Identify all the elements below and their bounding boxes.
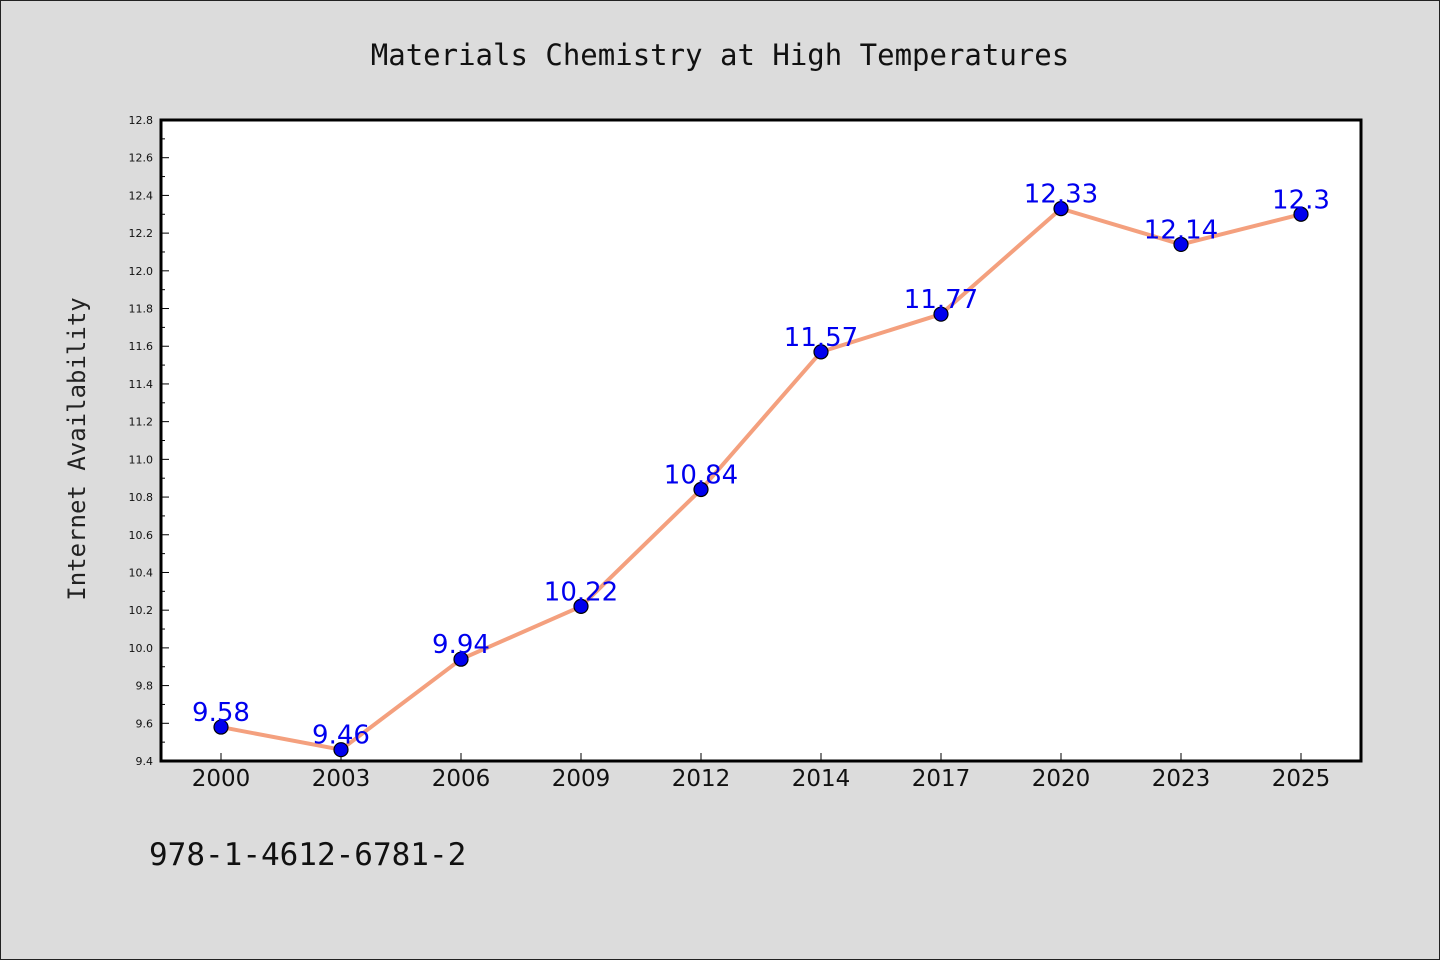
data-point	[1053, 201, 1069, 217]
plot-area	[159, 118, 1363, 763]
y-tick-label: 9.6	[136, 717, 154, 730]
y-tick-label: 12.6	[129, 152, 154, 165]
y-tick-label: 9.4	[136, 755, 154, 768]
x-tick-label: 2023	[1152, 766, 1211, 792]
data-labels: 9.58 9.46 9.94 10.22 10.84 11.57 11.77 12.33 12.…	[192, 180, 1330, 751]
series-markers	[213, 201, 1309, 758]
data-point	[1173, 236, 1189, 253]
x-tick-label: 2025	[1272, 766, 1331, 792]
chart-title: Materials Chemistry at High Temperatures	[371, 38, 1069, 72]
series-line	[220, 206, 1302, 752]
x-tick-label: 2009	[552, 766, 611, 792]
data-point	[573, 598, 589, 615]
data-point	[333, 742, 349, 758]
data-point	[1293, 206, 1309, 222]
y-tick-label: 11.0	[129, 453, 154, 466]
data-label: 11.77	[904, 285, 978, 315]
data-label: 12.3	[1272, 185, 1330, 215]
y-tick-label: 9.8	[136, 680, 154, 693]
data-label: 10.22	[544, 577, 618, 607]
data-label: 12.14	[1144, 215, 1218, 245]
x-tick-label: 2003	[312, 766, 371, 792]
y-axis-label: Internet Availability	[63, 297, 91, 600]
y-tick-label: 12.4	[129, 189, 154, 202]
y-tick-label: 12.2	[129, 227, 154, 240]
x-tick-label: 2000	[192, 766, 251, 792]
data-label: 12.33	[1024, 180, 1098, 210]
y-axis: 9.4 9.6 9.8 10.0 10.2 10.4 10.6 10.8 11.0 11.2 11.…	[129, 114, 169, 768]
y-tick-label: 11.2	[129, 416, 154, 429]
data-label: 11.57	[784, 323, 858, 353]
x-tick-label: 2017	[912, 766, 971, 792]
x-tick-label: 2012	[672, 766, 731, 792]
y-tick-label: 11.4	[129, 378, 154, 391]
y-tick-label: 11.8	[129, 303, 154, 316]
y-tick-label: 10.0	[129, 642, 154, 655]
data-label: 10.84	[664, 461, 738, 491]
data-point	[213, 719, 229, 735]
data-point	[453, 651, 469, 667]
data-label: 9.58	[192, 698, 250, 728]
y-tick-label: 10.2	[129, 604, 154, 617]
y-tick-label: 12.0	[129, 265, 154, 278]
series-line-group	[220, 206, 1302, 752]
x-tick-label: 2020	[1032, 766, 1091, 792]
footer-isbn: 978-1-4612-6781-2	[149, 837, 466, 873]
data-point	[933, 306, 949, 322]
data-point	[813, 344, 829, 360]
data-point	[693, 481, 709, 498]
x-tick-label: 2014	[792, 766, 851, 792]
y-tick-label: 10.8	[129, 491, 154, 504]
y-tick-label: 10.4	[129, 566, 154, 579]
x-axis: 2000 2003 2006 2009 2012 2014 2017 2020 2023 2025	[192, 753, 1331, 792]
data-label: 9.46	[312, 721, 370, 751]
x-tick-label: 2006	[432, 766, 491, 792]
y-tick-label: 11.6	[129, 340, 154, 353]
data-label: 9.94	[432, 630, 490, 660]
y-tick-label: 12.8	[129, 114, 154, 127]
y-tick-label: 10.6	[129, 529, 154, 542]
